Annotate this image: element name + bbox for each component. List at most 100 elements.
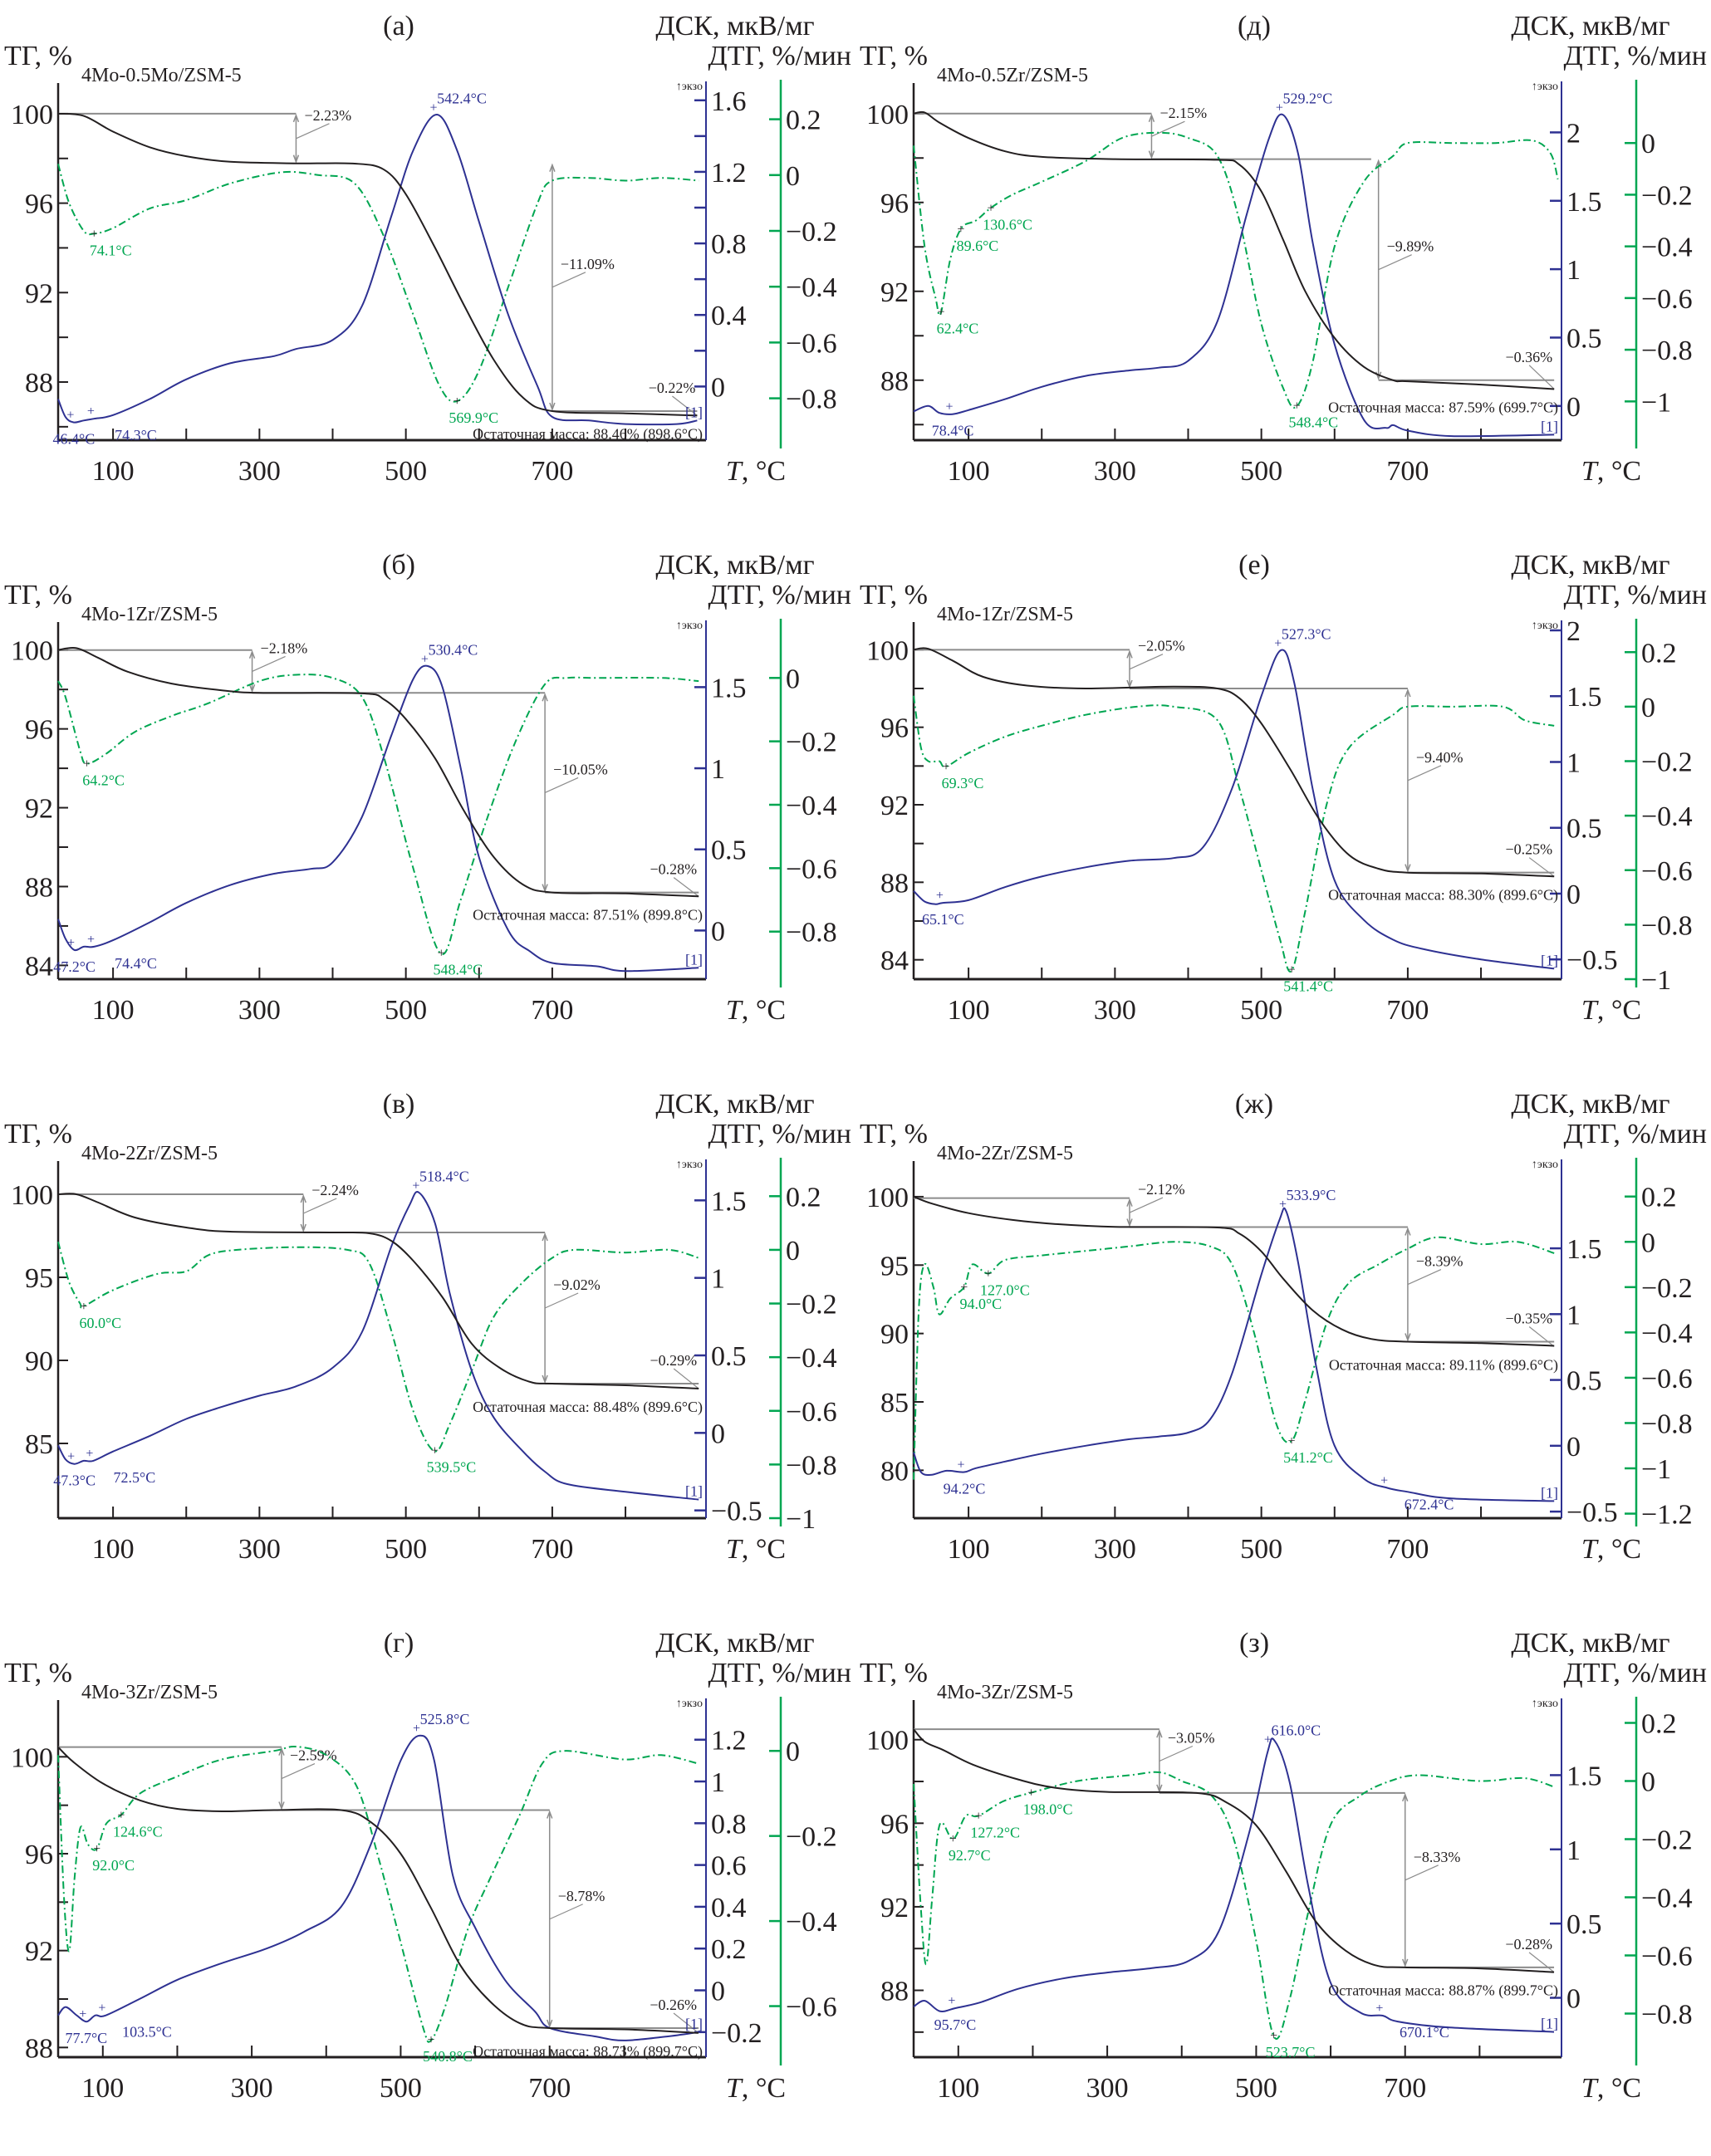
dsc-peak-marker: + xyxy=(413,1722,420,1736)
x-tick-label: 700 xyxy=(1386,456,1429,487)
dtg-tick-label: −0.4 xyxy=(1641,1884,1693,1914)
dtg-peak-label: 92.0°C xyxy=(92,1857,135,1874)
dtg-tick-label: −0.4 xyxy=(786,1343,837,1374)
residual-mass-label: Остаточная масса: 88.87% (899.7°C) xyxy=(1328,1982,1558,2000)
x-axis-symbol: T xyxy=(726,456,743,487)
dtg-peak-label: 62.4°C xyxy=(937,321,979,337)
dtg-peak-marker: + xyxy=(83,757,91,771)
dsc-curve xyxy=(913,649,1555,970)
dsc-tick-label: 0 xyxy=(711,1977,725,2007)
panel-b: (б) ДСК, мкВ/мг ТГ, % ДТГ, %/мин 100 300 500 70… xyxy=(0,539,856,1078)
tg-tick-label: 96 xyxy=(25,1840,53,1870)
dtg-axis-title: ДТГ, %/мин xyxy=(1564,41,1707,71)
dsc-tick-label: 1.2 xyxy=(711,158,747,189)
tg-tick-label: 100 xyxy=(11,1180,53,1211)
dtg-tick-label: 0 xyxy=(1641,693,1655,723)
dtg-peak-label: 89.6°C xyxy=(957,238,999,254)
tg-tick-label: 88 xyxy=(880,1977,909,2007)
dtg-tick-label: −1 xyxy=(1641,965,1671,996)
step-arrow-head xyxy=(292,154,300,164)
x-tick-label: 700 xyxy=(1386,995,1429,1026)
dtg-tick-label: −0.6 xyxy=(1641,1942,1693,1972)
x-axis-title: T, °C xyxy=(1581,456,1641,487)
dsc-peak-label: 78.4°C xyxy=(932,423,974,439)
step-arrow-head xyxy=(248,684,256,693)
step-loss-label: −8.39% xyxy=(1416,1253,1463,1270)
curve-marker: [1] xyxy=(685,1483,703,1500)
dsc-tick-label: 1 xyxy=(1566,1300,1581,1330)
tg-axis-title: ТГ, % xyxy=(4,1658,72,1688)
step-loss-label: −2.59% xyxy=(290,1747,337,1764)
panel-zh: (ж) ДСК, мкВ/мг ТГ, % ДТГ, %/мин 100 300 500 70… xyxy=(856,1078,1711,1617)
panel-d: (д) ДСК, мкВ/мг ТГ, % ДТГ, %/мин 100 300 500 70… xyxy=(856,0,1711,539)
dsc-tick-label: 0.8 xyxy=(711,229,747,260)
x-tick-label: 100 xyxy=(81,2073,124,2104)
tg-tick-label: 100 xyxy=(11,1742,53,1773)
dtg-peak-marker: + xyxy=(1027,1786,1035,1801)
x-tick-label: 500 xyxy=(1240,456,1282,487)
x-tick-label: 300 xyxy=(1086,2073,1129,2104)
panel-letter: (б) xyxy=(382,550,415,581)
tg-tick-label: 88 xyxy=(880,366,909,397)
dtg-tick-label: −0.8 xyxy=(1641,910,1693,941)
exo-label: ↑экзо xyxy=(676,1698,703,1710)
dsc-tick-label: 1 xyxy=(711,1767,725,1798)
dsc-axis-title: ДСК, мкВ/мг xyxy=(1511,550,1669,581)
dsc-peak-label: 616.0°C xyxy=(1271,1722,1321,1738)
x-axis-title: T, °C xyxy=(726,2073,786,2104)
x-axis-symbol: T xyxy=(1581,1534,1599,1565)
dsc-tick-label: −0.5 xyxy=(1566,945,1618,976)
panel-e: (е) ДСК, мкВ/мг ТГ, % ДТГ, %/мин 100 300 500 70… xyxy=(856,539,1711,1078)
step-arrow-head xyxy=(248,649,256,659)
dtg-peak-marker: + xyxy=(1270,2029,1277,2043)
tg-tick-label: 96 xyxy=(880,713,909,744)
dtg-peak-label: 198.0°C xyxy=(1023,1801,1073,1818)
step-loss-label: −2.18% xyxy=(261,639,308,656)
dsc-axis-title: ДСК, мкВ/мг xyxy=(1511,11,1669,42)
x-tick-label: 300 xyxy=(238,456,281,487)
dtg-tick-label: −0.4 xyxy=(1641,233,1693,263)
dtg-tick-label: −0.6 xyxy=(1641,284,1693,315)
dtg-peak-label: 124.6°C xyxy=(113,1823,163,1840)
step-loss-label: −0.35% xyxy=(1506,1311,1553,1327)
x-tick-label: 300 xyxy=(1094,1534,1136,1565)
dsc-peak-label: 530.4°C xyxy=(429,641,478,658)
dsc-curve xyxy=(913,1207,1555,1502)
dsc-peak-marker: + xyxy=(429,101,437,115)
dsc-tick-label: 1.5 xyxy=(1566,187,1602,218)
dsc-tick-label: 1 xyxy=(1566,747,1581,778)
dtg-curve xyxy=(57,674,699,955)
exo-label: ↑экзо xyxy=(1532,1159,1558,1171)
panel-a: (а) ДСК, мкВ/мг ТГ, % ДТГ, %/мин 100 300 500 70… xyxy=(0,0,856,539)
dtg-peak-marker: + xyxy=(117,1808,125,1822)
dtg-peak-marker: + xyxy=(960,1281,968,1295)
tg-tick-label: 100 xyxy=(866,1183,909,1213)
dtg-tick-label: −0.8 xyxy=(786,1450,837,1481)
step-arrow-head xyxy=(292,113,300,123)
step-arrow-head xyxy=(1405,864,1411,873)
dsc-tick-label: 1.5 xyxy=(1566,1234,1602,1265)
panel-letter: (д) xyxy=(1238,11,1271,42)
dtg-tick-label: −0.4 xyxy=(1641,1318,1693,1349)
dtg-peak-label: 548.4°C xyxy=(433,961,483,978)
x-tick-label: 300 xyxy=(238,995,281,1026)
curve-marker: [1] xyxy=(1541,952,1558,968)
dsc-axis-title: ДСК, мкВ/мг xyxy=(1511,1628,1669,1659)
x-axis-title: T, °C xyxy=(726,456,786,487)
x-tick-label: 700 xyxy=(1384,2073,1426,2104)
step-arrow-head xyxy=(542,884,548,893)
panel-letter: (з) xyxy=(1239,1628,1269,1659)
dsc-peak-marker: + xyxy=(79,2007,86,2021)
dtg-tick-label: −0.4 xyxy=(786,1907,837,1938)
sample-label: 4Mo-0.5Zr/ZSM-5 xyxy=(937,65,1088,86)
tg-curve xyxy=(57,647,699,898)
dsc-tick-label: 0 xyxy=(711,1419,725,1449)
x-axis-title: T, °C xyxy=(1581,2073,1641,2104)
dsc-tick-label: 1.5 xyxy=(1566,1761,1602,1791)
tg-tick-label: 100 xyxy=(866,635,909,666)
step-loss-label: −11.09% xyxy=(561,256,615,272)
x-axis-title: T, °C xyxy=(1581,995,1641,1026)
dsc-curve xyxy=(57,113,698,426)
dtg-curve xyxy=(57,164,699,403)
x-tick-label: 500 xyxy=(385,995,427,1026)
